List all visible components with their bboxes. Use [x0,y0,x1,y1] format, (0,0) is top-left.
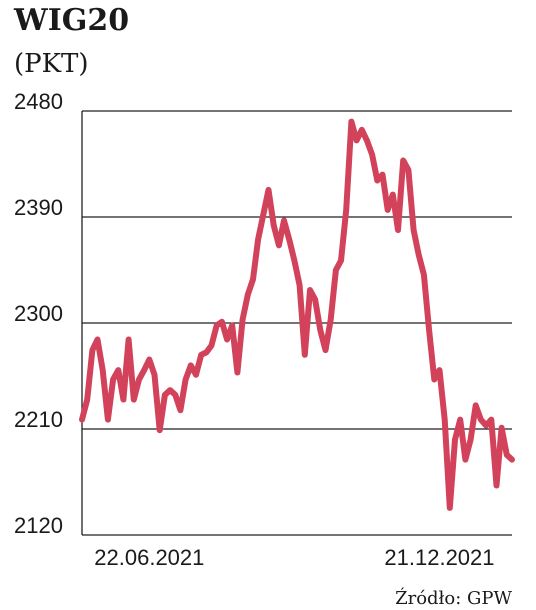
x-tick-label: 22.06.2021 [94,545,204,570]
line [79,118,515,511]
y-tick-label: 2120 [14,513,63,538]
y-tick-label: 2300 [14,301,63,326]
x-tick-label: 21.12.2021 [384,545,494,570]
y-tick-label: 2480 [14,89,63,114]
chart-subtitle: (PKT) [14,49,89,79]
y-tick-label: 2210 [14,407,63,432]
y-tick-label: 2390 [14,195,63,220]
chart-title: WIG20 [13,3,129,38]
source: Źródło: GPW [395,586,512,609]
